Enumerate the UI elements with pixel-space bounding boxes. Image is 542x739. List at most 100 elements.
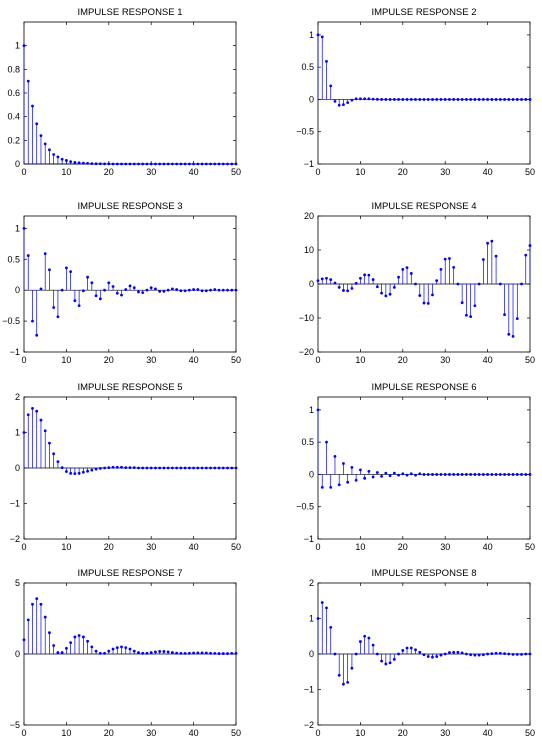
stem-marker [192, 288, 196, 291]
y-tick-label: −0.5 [296, 127, 314, 137]
stem-marker [422, 98, 426, 101]
stem-marker [503, 652, 506, 656]
stem-marker [359, 276, 362, 280]
subplot-7: IMPULSE RESPONSE 70 10 20 30 40 50−505 [10, 568, 241, 738]
stem-marker [124, 288, 128, 291]
stem-marker [418, 472, 422, 476]
stem-marker [401, 649, 405, 652]
y-tick-label: −10 [299, 313, 314, 323]
stem-marker [520, 282, 523, 286]
x-tick-label: 50 [231, 542, 241, 552]
stem-marker [22, 44, 26, 48]
subplot-title: IMPULSE RESPONSE 6 [371, 382, 476, 393]
stem-marker [456, 473, 460, 476]
stem-marker [187, 288, 191, 292]
stem-marker [397, 275, 400, 279]
stem-marker [120, 645, 123, 649]
stem-marker [435, 655, 439, 658]
x-tick-label: 30 [440, 167, 450, 177]
stem-marker [320, 485, 324, 489]
stem-marker [329, 485, 333, 489]
stem-marker [204, 651, 208, 655]
stem-marker [384, 471, 388, 475]
y-tick-label: −5 [10, 720, 20, 730]
stem-marker [86, 162, 89, 165]
stem-marker [422, 473, 426, 476]
stem-marker [221, 288, 225, 292]
stem-marker [448, 473, 451, 476]
stem-marker [187, 651, 191, 655]
stem-marker [69, 160, 73, 164]
stem-marker [132, 286, 136, 290]
stem-marker [431, 655, 434, 659]
stem-marker [166, 466, 170, 470]
axes-box [317, 21, 531, 165]
y-tick-label: 2 [15, 392, 20, 402]
y-tick-label: −0.5 [2, 316, 20, 326]
stem-marker [371, 278, 375, 281]
stem-marker [392, 98, 396, 101]
x-tick-label: 10 [355, 355, 365, 365]
stem-marker [217, 466, 221, 470]
stem-marker [418, 650, 422, 654]
stem-marker [515, 652, 519, 656]
stem-marker [494, 98, 498, 101]
stem-marker [77, 634, 81, 637]
y-tick-label: −1 [10, 499, 20, 509]
stem-marker [384, 98, 388, 101]
stem-marker [103, 651, 106, 655]
x-tick-label: 50 [231, 355, 241, 365]
stem-marker [43, 252, 47, 256]
stem-marker [515, 98, 519, 101]
stem-marker [73, 160, 77, 164]
stem-marker [69, 270, 73, 274]
stem-marker [346, 101, 350, 105]
stem-marker [196, 162, 200, 166]
stem-marker [120, 293, 123, 297]
subplot-1: IMPULSE RESPONSE 1 0 10 20 30 40 50 0 0.2 0.4 0.6 0… [7, 7, 241, 177]
stem-marker [435, 279, 439, 282]
stem-marker [414, 473, 417, 477]
x-tick-label: 20 [104, 542, 114, 552]
stem-marker [60, 651, 64, 654]
axes-box [23, 215, 237, 353]
stem-marker [31, 319, 34, 323]
x-tick-label: 10 [355, 728, 365, 738]
stem-marker [94, 162, 98, 166]
stem-marker [124, 466, 128, 470]
stem-marker [375, 285, 379, 289]
stem-marker [426, 655, 430, 658]
stem-marker [175, 162, 179, 166]
stem-marker [56, 651, 60, 654]
stem-marker [363, 273, 367, 277]
stem-marker [200, 651, 204, 655]
stem-marker [503, 473, 506, 476]
stem-marker [329, 84, 333, 88]
stem-marker [35, 409, 39, 413]
stem-marker [52, 644, 56, 647]
x-tick-label: 40 [483, 728, 493, 738]
stem-marker [60, 157, 64, 161]
stem-marker [329, 625, 333, 629]
x-tick-label: 30 [440, 355, 450, 365]
stem-marker [162, 650, 166, 653]
stem-marker [132, 466, 136, 470]
stem-marker [230, 288, 234, 292]
stem-marker [469, 473, 473, 476]
stem-marker [528, 473, 532, 476]
stem-marker [409, 98, 413, 101]
stem-marker [329, 278, 333, 281]
stem-marker [320, 35, 324, 39]
stem-marker [69, 471, 73, 475]
stem-marker [204, 162, 208, 166]
stem-marker [48, 631, 51, 635]
y-tick-label: 0 [309, 94, 314, 104]
stem-marker [473, 98, 477, 101]
stem-marker [90, 645, 94, 649]
stem-marker [226, 162, 229, 166]
stem-marker [149, 162, 153, 166]
stem-marker [158, 162, 162, 166]
y-tick-label: 0 [15, 463, 20, 473]
stem-marker [31, 104, 34, 108]
stem-marker [316, 408, 320, 412]
